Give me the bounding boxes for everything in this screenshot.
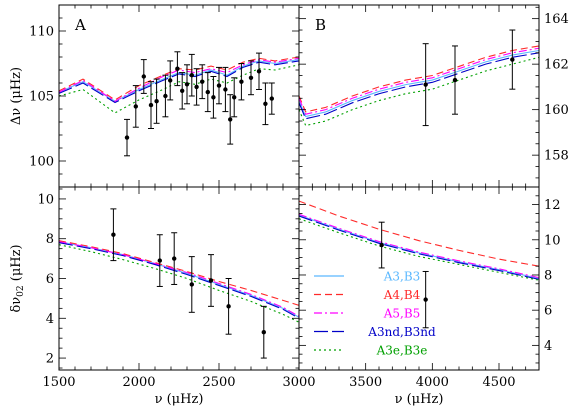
legend-label-a5-b5: A5,B5 <box>383 307 421 321</box>
data-point <box>256 69 262 74</box>
y-tick-label-bottom-left: 4 <box>46 312 54 327</box>
legend-label-a3nd-b3nd: A3nd,B3nd <box>367 325 436 339</box>
bottom-left-curves <box>59 240 299 323</box>
data-point <box>263 101 268 107</box>
data-point <box>205 89 210 95</box>
legend: A3,B3 A4,B4 A5,B5 A3nd,B3nd A3e,B3e <box>314 270 436 358</box>
x-tick-label-bottom-right: 3500 <box>349 375 382 390</box>
series-line-a3nd-b3nd-top-right <box>299 52 539 120</box>
x-tick-label-bottom-left: 2000 <box>122 375 155 390</box>
y-tick-label-bottom-right: 8 <box>544 268 552 283</box>
y-tick-label-bottom-left: 8 <box>46 232 54 247</box>
series-line-a3-b3-top-right <box>299 49 539 118</box>
data-point <box>184 82 190 87</box>
top-left-observations <box>124 51 275 157</box>
y-tick-label-top-left: 110 <box>29 25 54 40</box>
y-axis-title-bottom-left-subscript: 02 <box>16 285 26 296</box>
x-tick-label-bottom-right: 4000 <box>416 375 449 390</box>
data-point <box>172 256 177 261</box>
x-axis-title-bottom-right: ν (μHz) <box>395 392 444 407</box>
x-tick-label-bottom-left: 1500 <box>42 375 75 390</box>
data-point <box>269 96 274 101</box>
y-axis-title-top-left: Δν (μHz) <box>9 67 24 125</box>
y-tick-label-bottom-right: 12 <box>544 198 561 213</box>
series-line-a3nd-b3nd-bottom-left <box>59 242 299 319</box>
data-point <box>423 82 428 87</box>
series-line-a3e-b3e-top-right <box>299 56 539 127</box>
data-point <box>194 84 199 90</box>
data-point <box>379 242 384 248</box>
data-point <box>154 99 159 104</box>
series-line-a3-b3-bottom-right <box>299 214 539 280</box>
data-point <box>168 78 173 83</box>
data-point <box>175 66 180 71</box>
legend-label-a3e-b3e: A3e,B3e <box>376 344 428 358</box>
panel-label-b: B <box>315 16 326 34</box>
y-axis-title-bottom-left: δν02 (μHz) <box>9 244 26 312</box>
y-tick-label-top-right: 160 <box>544 103 569 118</box>
data-point <box>452 77 458 83</box>
data-point <box>189 282 194 287</box>
series-line-a5-b5-top-right <box>299 47 539 115</box>
data-point <box>141 74 146 79</box>
series-line-a3nd-b3nd-bottom-right <box>299 215 539 280</box>
data-point <box>157 258 162 263</box>
data-point <box>223 87 228 92</box>
y-axis-title-bottom-left-units: (μHz) <box>9 244 24 285</box>
y-tick-label-bottom-left: 6 <box>46 272 54 287</box>
y-tick-label-top-right: 158 <box>544 149 569 164</box>
series-line-a4-b4-bottom-right <box>299 200 539 267</box>
observations-layer <box>110 29 516 359</box>
bottom-right-curves <box>299 200 539 281</box>
y-tick-label-bottom-right: 4 <box>544 339 552 354</box>
data-point <box>124 135 130 140</box>
y-tick-label-bottom-right: 10 <box>544 233 561 248</box>
y-tick-label-bottom-left: 10 <box>37 192 54 207</box>
bottom-right-observations <box>378 221 429 329</box>
data-point <box>216 83 222 88</box>
x-tick-label-bottom-left: 3000 <box>282 375 315 390</box>
series-line-a4-b4-top-right <box>299 45 539 113</box>
y-tick-label-bottom-right: 6 <box>544 304 552 319</box>
series-line-a4-b4-bottom-left <box>59 240 299 306</box>
data-point <box>148 102 154 108</box>
series-line-a5-b5-bottom-left <box>59 241 299 317</box>
bottom-left-observations <box>110 208 267 359</box>
data-point <box>180 88 185 94</box>
series-line-a3e-b3e-bottom-right <box>299 218 539 281</box>
data-point <box>208 278 214 283</box>
data-point <box>261 330 266 335</box>
legend-label-a4-b4: A4,B4 <box>383 288 421 302</box>
data-point <box>163 93 168 99</box>
data-point <box>248 75 254 81</box>
data-point <box>211 95 216 100</box>
x-tick-label-bottom-right: 4500 <box>482 375 515 390</box>
y-tick-label-top-left: 105 <box>29 90 54 105</box>
y-tick-label-bottom-left: 2 <box>46 352 54 367</box>
data-point <box>200 79 205 84</box>
top-right-observations <box>422 29 516 127</box>
data-point <box>228 117 233 122</box>
top-right-curves <box>299 45 539 127</box>
data-point <box>133 104 138 109</box>
data-point <box>226 304 231 309</box>
data-point <box>423 297 428 302</box>
x-axis-title-bottom-left: ν (μHz) <box>155 392 204 407</box>
data-point <box>239 79 244 84</box>
y-tick-label-top-right: 164 <box>544 12 569 27</box>
y-tick-label-top-right: 162 <box>544 58 569 73</box>
x-tick-label-bottom-left: 2500 <box>202 375 235 390</box>
axes-layer: 100 105 110 Δν (μHz) A 158 160 162 164 B 2 4 6 8 10 150… <box>9 4 569 407</box>
data-point <box>189 73 194 78</box>
panel-label-a: A <box>74 16 86 34</box>
data-point <box>232 95 237 100</box>
y-axis-title-bottom-left-part: δν <box>9 297 24 313</box>
legend-label-a3-b3: A3,B3 <box>383 270 421 284</box>
data-point <box>111 232 116 237</box>
data-point <box>510 57 515 62</box>
y-tick-label-top-left: 100 <box>29 155 54 170</box>
